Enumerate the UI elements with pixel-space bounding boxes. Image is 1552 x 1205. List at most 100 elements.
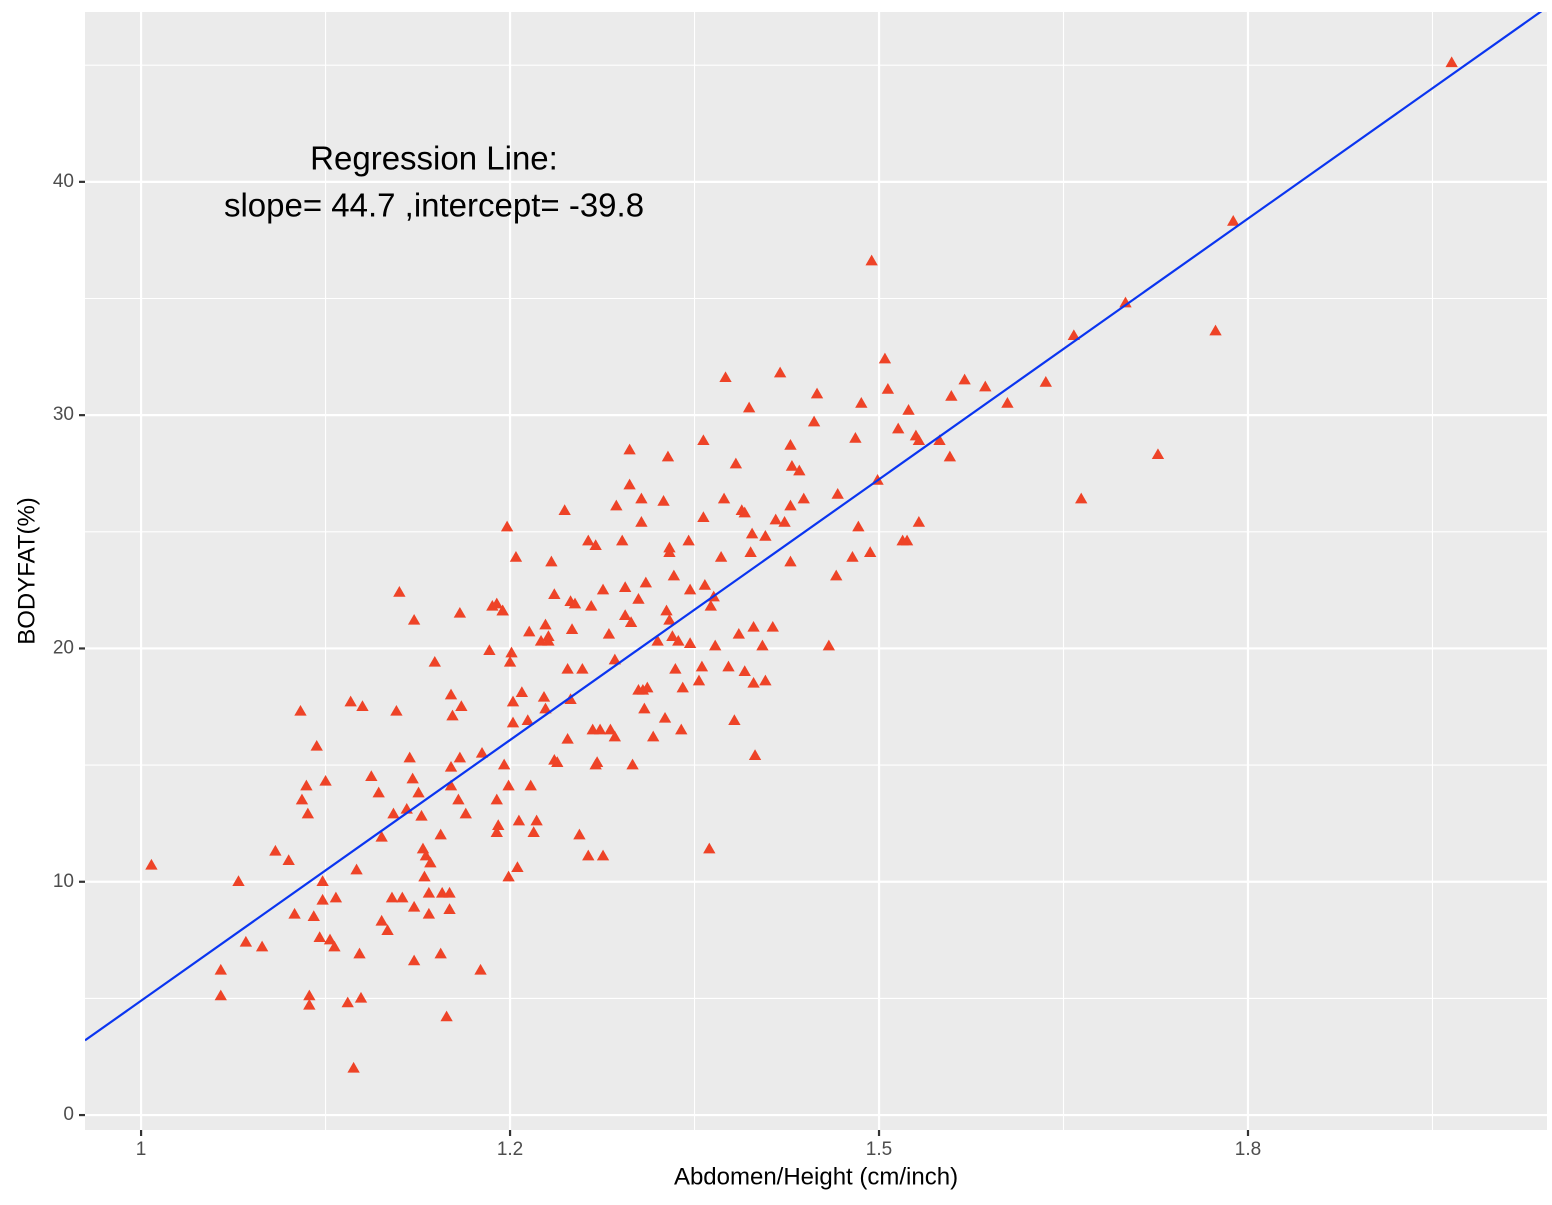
y-axis-title: BODYFAT(%) xyxy=(13,497,40,645)
point xyxy=(624,616,638,628)
point xyxy=(483,644,496,656)
point xyxy=(490,597,503,609)
point xyxy=(353,947,366,959)
point xyxy=(663,613,676,625)
point xyxy=(863,546,877,558)
point xyxy=(428,655,441,667)
point xyxy=(1227,215,1240,226)
point xyxy=(822,639,836,651)
point xyxy=(766,620,779,632)
point xyxy=(641,681,654,693)
point xyxy=(385,891,399,903)
annotation: Regression Line: xyxy=(310,140,558,177)
point xyxy=(407,954,421,966)
point xyxy=(551,756,564,768)
point xyxy=(316,893,329,905)
point xyxy=(390,704,403,716)
point xyxy=(602,627,616,639)
point xyxy=(692,674,706,686)
point xyxy=(784,499,797,511)
point xyxy=(1445,56,1458,68)
point xyxy=(365,770,378,782)
point xyxy=(660,604,673,616)
point xyxy=(744,546,757,558)
point xyxy=(1039,375,1052,387)
point xyxy=(474,963,487,975)
point xyxy=(561,662,574,674)
y-tick-label: 20 xyxy=(53,637,74,658)
point xyxy=(697,434,710,446)
point xyxy=(565,623,579,635)
point xyxy=(294,704,307,716)
point xyxy=(303,989,316,1001)
point xyxy=(793,464,806,476)
point xyxy=(865,254,878,266)
point xyxy=(503,655,517,667)
point xyxy=(979,380,992,392)
point xyxy=(747,676,760,688)
point xyxy=(537,690,551,702)
point xyxy=(831,487,844,499)
point xyxy=(282,854,295,865)
point xyxy=(728,714,741,726)
point xyxy=(307,910,320,921)
point xyxy=(738,506,751,518)
point xyxy=(742,401,756,413)
point xyxy=(635,492,648,504)
point xyxy=(446,709,459,721)
point xyxy=(561,732,574,744)
point xyxy=(732,627,745,639)
x-axis-title: Abdomen/Height (cm/inch) xyxy=(674,1163,958,1190)
point xyxy=(475,746,489,758)
y-tick-label: 40 xyxy=(53,171,74,192)
point xyxy=(623,478,636,490)
point xyxy=(695,660,709,672)
point xyxy=(632,592,645,604)
point xyxy=(623,443,636,455)
point xyxy=(651,634,664,646)
point xyxy=(415,809,428,821)
point xyxy=(387,807,400,819)
point xyxy=(316,875,329,886)
point xyxy=(418,870,431,882)
point xyxy=(683,637,697,649)
point xyxy=(797,492,810,504)
point xyxy=(784,438,797,450)
point xyxy=(1075,492,1088,504)
point xyxy=(635,515,648,527)
point xyxy=(558,504,571,516)
point xyxy=(455,700,468,712)
point xyxy=(900,534,914,546)
point xyxy=(323,933,337,945)
point xyxy=(618,581,632,593)
point xyxy=(497,758,511,770)
point xyxy=(703,842,716,854)
point xyxy=(459,807,472,819)
point xyxy=(505,646,518,658)
point xyxy=(232,875,245,886)
point xyxy=(738,665,751,677)
point xyxy=(443,886,456,898)
point xyxy=(616,534,629,546)
point xyxy=(759,529,772,541)
point xyxy=(661,450,675,462)
point xyxy=(545,555,558,567)
point xyxy=(657,494,670,506)
point xyxy=(328,940,341,952)
point xyxy=(958,373,971,385)
point xyxy=(604,723,617,735)
point xyxy=(502,779,515,791)
point xyxy=(698,578,712,590)
point xyxy=(301,807,315,819)
point xyxy=(912,434,926,446)
grid xyxy=(85,12,1547,1130)
point xyxy=(576,662,589,674)
point xyxy=(396,891,409,903)
point xyxy=(573,828,586,840)
point xyxy=(807,415,821,427)
point xyxy=(784,555,797,567)
point xyxy=(892,422,905,434)
point xyxy=(542,630,555,642)
point xyxy=(406,772,419,784)
